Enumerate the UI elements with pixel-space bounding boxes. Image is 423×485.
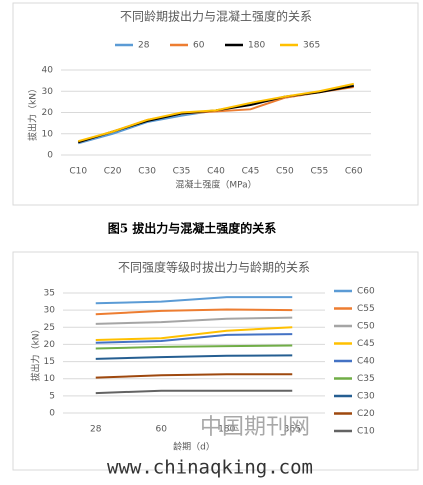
legend-label: 180 (248, 41, 265, 51)
x-tick-label: C35 (173, 167, 191, 177)
chart-title: 不同龄期拔出力与混凝土强度的关系 (120, 9, 312, 24)
watermark: 中国期刊网 (200, 415, 310, 440)
legend-label: 28 (138, 41, 150, 51)
x-tick-label: 60 (156, 425, 168, 435)
legend-label: C40 (357, 357, 375, 367)
y-tick-label: 30 (42, 87, 54, 97)
series-line (95, 389, 293, 395)
chart-frame (12, 2, 419, 206)
y-axis-label: 拔出力（kN） (30, 325, 42, 382)
y-tick-label: 40 (42, 66, 54, 76)
y-tick-label: 20 (42, 108, 54, 118)
y-tick-label: 0 (49, 409, 55, 419)
x-tick-label: C20 (104, 167, 122, 177)
series-line (95, 333, 293, 344)
series-line (95, 316, 293, 325)
series-line (95, 354, 293, 360)
figure-caption: 图5 拔出力与混凝土强度的关系 (108, 221, 277, 236)
y-tick-label: 35 (44, 289, 55, 299)
y-tick-label: 20 (44, 340, 56, 350)
watermark: www.chinaqking.com (107, 457, 313, 479)
series-line (95, 296, 293, 305)
y-tick-label: 25 (44, 323, 55, 333)
y-tick-label: 15 (44, 357, 55, 367)
x-tick-label: C10 (69, 167, 87, 177)
series-line (95, 373, 293, 379)
y-tick-label: 0 (47, 151, 53, 161)
x-axis-label: 龄期（d） (173, 441, 215, 453)
x-tick-label: C55 (310, 167, 328, 177)
y-tick-label: 30 (44, 306, 56, 316)
legend-label: C20 (357, 409, 375, 419)
legend-label: 365 (303, 41, 320, 51)
x-tick-label: 28 (90, 425, 102, 435)
legend-label: C10 (357, 427, 375, 437)
y-axis-label: 拔出力（kN） (27, 84, 39, 141)
legend-label: C60 (357, 287, 375, 297)
x-tick-label: C60 (345, 167, 363, 177)
legend-label: 60 (193, 41, 205, 51)
x-tick-label: C50 (276, 167, 294, 177)
y-tick-label: 10 (44, 374, 56, 384)
legend-label: C30 (357, 392, 375, 402)
legend-label: C45 (357, 339, 375, 349)
x-tick-label: 365 (284, 425, 301, 435)
legend-label: C55 (357, 304, 375, 314)
x-tick-label: 180 (218, 425, 235, 435)
x-tick-label: C45 (242, 167, 260, 177)
series-line (95, 308, 293, 316)
series-line (95, 326, 293, 341)
x-tick-label: C30 (138, 167, 156, 177)
legend-label: C50 (357, 322, 375, 332)
x-axis-label: 混凝土强度（MPa） (175, 179, 256, 191)
chart-title: 不同强度等级时拔出力与龄期的关系 (118, 260, 310, 275)
series-line (95, 344, 293, 350)
x-tick-label: C40 (207, 167, 225, 177)
legend-label: C35 (357, 374, 375, 384)
series-line (77, 82, 354, 143)
y-tick-label: 5 (49, 391, 55, 401)
y-tick-label: 10 (42, 129, 54, 139)
